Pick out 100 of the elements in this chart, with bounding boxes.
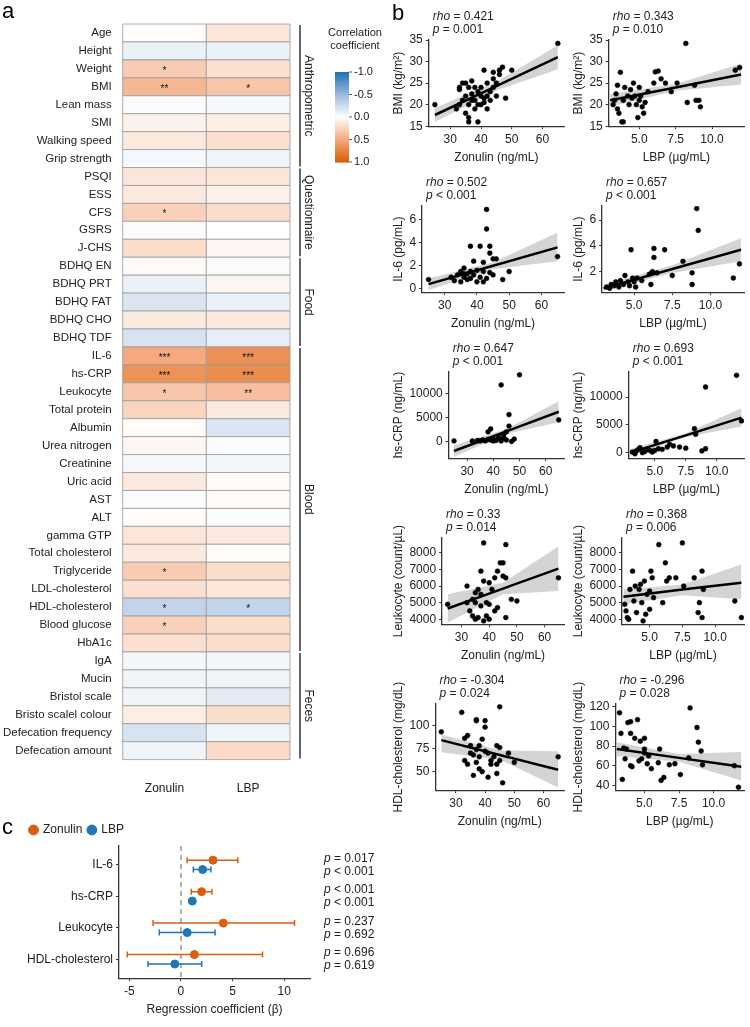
color-bar-label: 0.5 [354,132,370,145]
text: p < 0.001 [631,354,684,368]
x-axis-title: Zonulin (ng/mL) [461,648,546,663]
y-tick-label: Walking speed [36,133,112,146]
y-tick-label: 35 [589,32,604,47]
y-tick-label: gamma GTP [46,528,112,541]
y-tick-label: Height [78,44,113,57]
y-tick-label: Weight [76,62,113,75]
y-tick-label: 5000 [596,417,624,432]
text: p < 0.001 [425,188,477,202]
y-tick-label: SMI [91,115,112,128]
y-tick-label: hs-CRP [71,367,112,380]
y-tick-label: Triglyceride [52,564,112,577]
y-tick-label: 25 [589,75,604,90]
x-tick-label: 10 [277,983,292,998]
text: p < 0.001 [605,188,657,202]
color-bar-title: Correlation coefficient [328,26,382,51]
y-tick-label: 8000 [589,545,617,560]
y-tick-label: IgA [94,654,112,667]
y-tick-label: Creatinine [59,456,112,469]
y-tick-label: 7000 [589,561,617,576]
y-axis-title: Leukocyte (count/µL) [390,524,405,638]
y-tick-label: 10000 [589,389,624,404]
y-tick-label: BDHQ EN [59,259,112,272]
data-label: *** [158,369,171,381]
y-tick-label: 120 [589,699,610,714]
y-axis-title: IL-6 (pg/mL) [570,216,585,282]
y-tick-label: 100 [589,718,610,733]
text: Questionnaire [301,175,316,251]
y-tick-label: Total protein [49,402,112,415]
text: p = 0.692 [323,926,375,941]
y-tick-label: 80 [596,738,610,753]
y-tick-label: 0 [436,433,444,448]
y-tick-label: J-CHS [77,241,112,254]
x-tick-label: 5.0 [646,463,664,478]
x-axis-title: Zonulin (ng/mL) [454,150,539,165]
x-axis-title: Zonulin (ng/mL) [457,814,542,829]
data-label: * [162,602,167,614]
y-tick-label: Age [91,26,112,39]
y-tick-label: Bristo scalel colour [15,707,112,720]
y-axis-title: HDL-cholesterol (mg/dL) [390,681,405,813]
y-tick-label: Albumin [70,420,112,433]
x-axis-title: LBP (µg/mL) [646,814,714,829]
x-axis-title: Zonulin (ng/mL) [451,316,536,331]
chart-title: c [2,814,13,840]
text: p < 0.001 [451,354,504,368]
data-label: *** [242,369,255,381]
y-tick-label: CFS [88,205,113,218]
chart-title: a [2,0,15,24]
x-tick-label: 7.5 [677,463,695,478]
text: p = 0.237 [323,913,375,928]
y-tick-label: 2 [409,258,417,273]
y-tick-label: BDHQ TDF [53,331,112,344]
y-tick-label: 60 [596,758,610,773]
y-tick-label: 15 [589,118,604,133]
text: p = 0.001 [431,22,484,36]
y-tick-label: Total cholesterol [28,546,112,559]
y-tick-label: 15 [409,118,424,133]
data-label: *** [242,351,255,363]
y-tick-label: IL-6 [92,857,114,872]
y-tick-label: 0 [409,281,417,296]
y-tick-label: 6000 [409,578,437,593]
y-tick-label: 5000 [409,594,437,609]
y-tick-label: 4 [409,235,417,250]
x-tick-label: 50 [512,463,527,478]
text: p = 0.024 [438,686,491,700]
y-tick-label: HDL-cholesterol [29,600,112,613]
y-tick-label: 100 [409,717,430,732]
y-tick-label: 4000 [589,611,617,626]
y-axis-title: HDL-cholesterol (mg/dL) [570,681,585,813]
y-axis-title: BMI (kg/m²) [570,51,585,115]
text: Blood [301,484,316,515]
y-tick-label: 35 [409,32,424,47]
text: p < 0.001 [323,882,375,897]
text: Feces [301,689,316,723]
text: p = 0.619 [323,958,375,973]
data-label: *** [158,351,171,363]
y-tick-label: 20 [409,96,424,111]
text: p = 0.017 [323,850,375,865]
text: rho = 0.368 [626,507,688,521]
x-axis-title: Regression coefficient (β) [146,1002,283,1017]
x-tick-label: 50 [505,131,519,146]
x-tick-label: 60 [538,463,553,478]
x-tick-label: 50 [502,297,517,312]
x-tick-label: -5 [124,983,136,998]
x-tick-label: 40 [486,463,501,478]
x-tick-label: 10.0 [705,463,729,478]
y-tick-label: Blood glucose [39,618,112,631]
x-tick-label: 40 [482,629,497,644]
y-tick-label: 30 [589,53,604,68]
x-tick-label: 30 [443,131,458,146]
y-axis-title: IL-6 (pg/mL) [390,216,405,282]
y-tick-label: 6 [589,212,597,227]
x-tick-label: 40 [474,131,488,146]
x-tick-label: 50 [510,629,524,644]
data-label: * [162,566,167,578]
x-tick-label: 10.0 [701,795,726,810]
x-tick-label: 30 [454,629,469,644]
y-tick-label: BDHQ PRT [52,277,112,290]
text: rho = 0.647 [452,341,515,355]
